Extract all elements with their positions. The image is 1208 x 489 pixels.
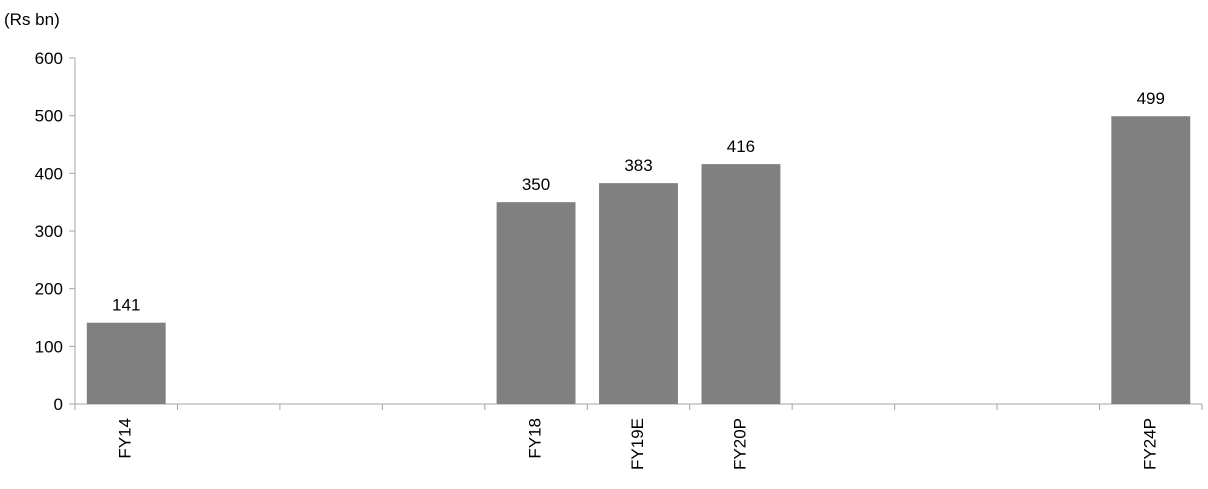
bar-fy20p bbox=[701, 164, 781, 404]
x-axis: FY14 FY18 FY19E FY20P FY24P bbox=[74, 403, 1203, 470]
y-tick-label: 400 bbox=[35, 164, 63, 183]
bar-fy24p bbox=[1111, 116, 1191, 404]
y-tick-label: 100 bbox=[35, 337, 63, 356]
x-tick-label: FY19E bbox=[628, 418, 647, 470]
data-label-fy14: 141 bbox=[112, 296, 140, 315]
y-tick-label: 200 bbox=[35, 280, 63, 299]
bar-fy14 bbox=[86, 322, 166, 404]
bar-fy18 bbox=[496, 202, 576, 404]
data-label-fy19e: 383 bbox=[624, 156, 652, 175]
x-tick-label: FY14 bbox=[116, 418, 135, 459]
y-axis: 0 100 200 300 400 500 600 bbox=[35, 49, 76, 414]
data-labels: 141 350 383 416 499 bbox=[112, 89, 1165, 314]
x-tick-label: FY20P bbox=[730, 418, 749, 470]
data-label-fy18: 350 bbox=[522, 175, 550, 194]
y-tick-label: 0 bbox=[54, 395, 63, 414]
bar-fy19e bbox=[599, 183, 678, 404]
data-label-fy24p: 499 bbox=[1137, 89, 1165, 108]
y-tick-label: 500 bbox=[35, 107, 63, 126]
data-label-fy20p: 416 bbox=[727, 137, 755, 156]
x-tick-label: FY24P bbox=[1140, 418, 1159, 470]
x-tick-label: FY18 bbox=[526, 418, 545, 459]
y-tick-label: 600 bbox=[35, 49, 63, 68]
y-tick-label: 300 bbox=[35, 222, 63, 241]
y-axis-unit-label: (Rs bn) bbox=[4, 10, 60, 29]
bars bbox=[86, 116, 1191, 404]
